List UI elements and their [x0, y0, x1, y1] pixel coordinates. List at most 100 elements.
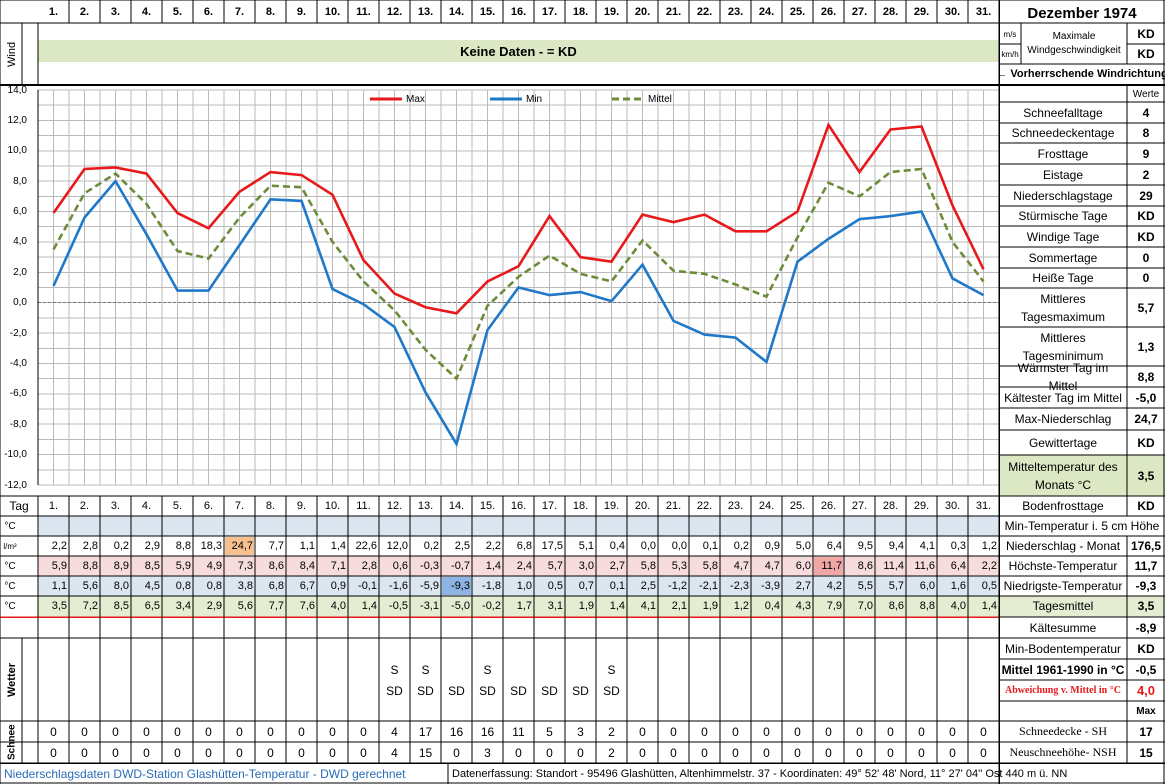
snow-nsh-cell: 0 — [949, 745, 956, 760]
snow-sh-cell: 0 — [887, 724, 894, 739]
min-cell: 2,5 — [640, 580, 656, 592]
max-cell: 7,1 — [330, 560, 346, 572]
day-header-2: 2. — [79, 6, 90, 18]
precip-cell: 2,8 — [82, 540, 98, 552]
precip-cell: 6,4 — [826, 540, 842, 552]
snow-label: Schnee — [6, 724, 18, 760]
min-cell: 8,0 — [113, 580, 129, 592]
max-total: 11,7 — [1134, 559, 1158, 573]
tag-label: Tag — [9, 499, 29, 513]
snow-sh-cell: 0 — [205, 724, 212, 739]
mean-cell: 1,4 — [361, 600, 377, 612]
mean-total: 3,5 — [1137, 599, 1155, 613]
precip-cell: 0,0 — [640, 540, 656, 552]
min-boden_label: Min-Bodentemperatur — [1004, 641, 1122, 656]
snow-sh-cell: 17 — [418, 724, 433, 739]
precip-cell: 4,1 — [919, 540, 935, 552]
day-header-22: 22. — [696, 6, 713, 18]
max-cell: 5,9 — [51, 560, 67, 572]
soil-row-fill — [38, 516, 999, 536]
min-cell: -1,6 — [389, 580, 408, 592]
mittel-label: Mittel 1961-1990 in °C — [1001, 662, 1125, 677]
day-label-29: 29. — [913, 500, 930, 512]
max-cell: 1,4 — [485, 560, 501, 572]
precip-cell: 1,1 — [299, 540, 315, 552]
weather-row1-cell: S — [390, 662, 399, 677]
precip-label: Niederschlag - Monat — [1005, 539, 1121, 553]
day-header-5: 5. — [172, 6, 183, 18]
snow-sh-cell: 0 — [112, 724, 119, 739]
y-tick-label: -12,0 — [4, 479, 27, 491]
nsh-label: Neuschneehöhe- NSH — [1009, 745, 1117, 759]
max-cell: 6,4 — [950, 560, 966, 572]
precip-cell: 0,2 — [423, 540, 439, 552]
snow-sh-cell: 0 — [918, 724, 925, 739]
min-cell: 0,7 — [578, 580, 594, 592]
snow-nsh-cell: 0 — [670, 745, 677, 760]
max-cell: 8,8 — [82, 560, 98, 572]
weather-row2-cell: SD — [386, 683, 403, 698]
snow-nsh-cell: 0 — [174, 745, 181, 760]
y-tick-label: -6,0 — [9, 388, 27, 400]
unit-min: °C — [4, 580, 16, 592]
sh-value: 17 — [1139, 724, 1153, 739]
y-tick-label: -8,0 — [9, 418, 27, 430]
max-cell: 8,6 — [857, 560, 873, 572]
min-cell: 5,6 — [82, 580, 98, 592]
min-cell: 1,0 — [516, 580, 532, 592]
min-row-fill — [38, 576, 999, 596]
y-tick-label: -10,0 — [4, 449, 27, 461]
snow-sh-cell: 0 — [360, 724, 367, 739]
max-label: Höchste-Temperatur — [1008, 559, 1118, 573]
wind-label: Wind — [6, 41, 18, 67]
day-header-25: 25. — [789, 6, 806, 18]
mean-cell: 3,1 — [547, 600, 563, 612]
min-cell: -9,3 — [451, 580, 470, 592]
mean-cell: 7,6 — [299, 600, 315, 612]
snow-sh-cell: 0 — [825, 724, 832, 739]
max-cell: 2,8 — [361, 560, 377, 572]
precip-cell: 0,2 — [113, 540, 129, 552]
weather-row1-cell: S — [421, 662, 430, 677]
max-cell: 4,7 — [764, 560, 780, 572]
highlight-max-precip — [225, 537, 254, 555]
day-label-15: 15. — [479, 500, 496, 512]
stat-value-11: 8,8 — [1137, 369, 1155, 384]
max-cell: 4,9 — [206, 560, 222, 572]
mean-cell: 4,0 — [950, 600, 966, 612]
snow-nsh-cell: 0 — [546, 745, 553, 760]
day-label-7: 7. — [234, 500, 245, 512]
wind-banner-fill — [38, 40, 999, 62]
min-total: -9,3 — [1135, 579, 1157, 593]
precip-cell: 1,4 — [330, 540, 346, 552]
mean-cell: 7,7 — [268, 600, 284, 612]
min-cell: -2,1 — [699, 580, 718, 592]
snow-sh-cell: 0 — [670, 724, 677, 739]
weather-row2-cell: SD — [603, 683, 620, 698]
snow-nsh-cell: 0 — [267, 745, 274, 760]
snow-sh-cell: 0 — [732, 724, 739, 739]
mean-cell: -0,2 — [482, 600, 501, 612]
y-tick-label: 2,0 — [13, 266, 27, 278]
wind-banner: Keine Daten - = KD — [460, 43, 577, 59]
day-label-1: 1. — [48, 500, 59, 512]
sh-label: Schneedecke - SH — [1019, 724, 1107, 738]
max-cell: 5,9 — [175, 560, 191, 572]
precip-cell: 2,2 — [51, 540, 67, 552]
snow-sh-cell: 11 — [512, 724, 525, 739]
snow-nsh-cell: 0 — [236, 745, 243, 760]
stat-value-9: 5,7 — [1137, 300, 1155, 315]
max-cell: 0,6 — [392, 560, 408, 572]
snow-sh-cell: 0 — [298, 724, 305, 739]
day-label-5: 5. — [172, 500, 183, 512]
precip-cell: 8,8 — [175, 540, 191, 552]
stat-label-8: Heiße Tage — [1032, 271, 1094, 285]
mean-cell: 1,9 — [578, 600, 594, 612]
day-label-4: 4. — [141, 500, 152, 512]
max-cell: 4,7 — [733, 560, 749, 572]
max-cell: 7,3 — [237, 560, 253, 572]
stat-value-4: 29 — [1139, 188, 1153, 203]
mean-cell: 1,9 — [702, 600, 718, 612]
weather-row1-cell: S — [483, 662, 492, 677]
